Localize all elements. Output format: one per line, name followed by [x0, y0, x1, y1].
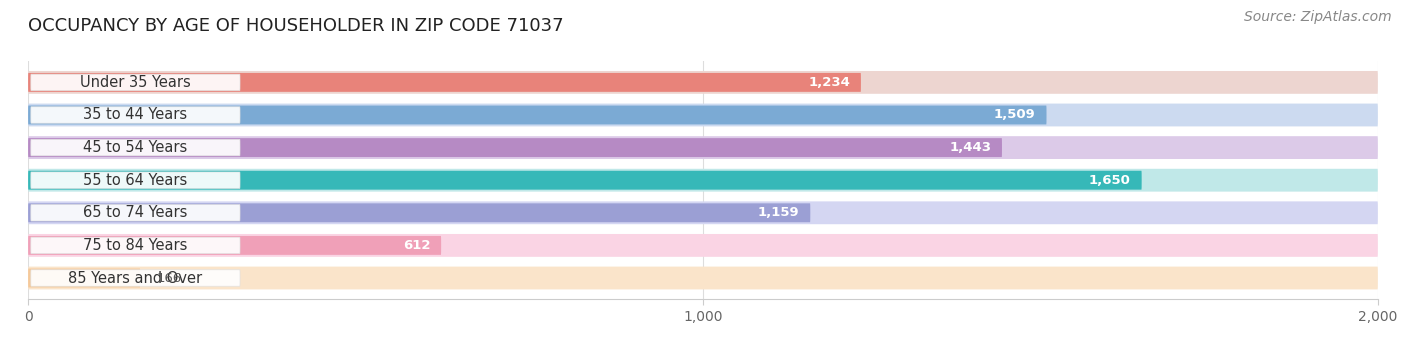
Text: 85 Years and Over: 85 Years and Over [69, 271, 202, 286]
FancyBboxPatch shape [28, 203, 810, 222]
FancyBboxPatch shape [28, 105, 1046, 124]
FancyBboxPatch shape [31, 74, 240, 90]
Text: 75 to 84 Years: 75 to 84 Years [83, 238, 187, 253]
Text: 1,234: 1,234 [808, 76, 851, 89]
FancyBboxPatch shape [28, 138, 1002, 157]
FancyBboxPatch shape [28, 104, 1378, 126]
FancyBboxPatch shape [31, 107, 240, 123]
FancyBboxPatch shape [28, 71, 1378, 94]
FancyBboxPatch shape [31, 270, 240, 286]
Text: 65 to 74 Years: 65 to 74 Years [83, 205, 187, 220]
FancyBboxPatch shape [28, 171, 1142, 190]
Text: 35 to 44 Years: 35 to 44 Years [83, 107, 187, 122]
Text: 1,509: 1,509 [994, 108, 1036, 121]
Text: Under 35 Years: Under 35 Years [80, 75, 191, 90]
Text: 1,443: 1,443 [949, 141, 991, 154]
Text: 1,650: 1,650 [1090, 174, 1130, 187]
FancyBboxPatch shape [31, 205, 240, 221]
Text: 1,159: 1,159 [758, 206, 800, 219]
FancyBboxPatch shape [28, 169, 1378, 192]
FancyBboxPatch shape [28, 236, 441, 255]
FancyBboxPatch shape [28, 234, 1378, 257]
FancyBboxPatch shape [31, 139, 240, 156]
FancyBboxPatch shape [28, 269, 141, 287]
Text: 45 to 54 Years: 45 to 54 Years [83, 140, 187, 155]
Text: Source: ZipAtlas.com: Source: ZipAtlas.com [1244, 10, 1392, 24]
FancyBboxPatch shape [28, 201, 1378, 224]
Text: 612: 612 [404, 239, 430, 252]
FancyBboxPatch shape [28, 267, 1378, 289]
Text: 55 to 64 Years: 55 to 64 Years [83, 173, 187, 188]
FancyBboxPatch shape [28, 73, 860, 92]
Text: OCCUPANCY BY AGE OF HOUSEHOLDER IN ZIP CODE 71037: OCCUPANCY BY AGE OF HOUSEHOLDER IN ZIP C… [28, 17, 564, 35]
FancyBboxPatch shape [31, 172, 240, 188]
FancyBboxPatch shape [28, 136, 1378, 159]
FancyBboxPatch shape [31, 237, 240, 254]
Text: 166: 166 [156, 272, 181, 285]
